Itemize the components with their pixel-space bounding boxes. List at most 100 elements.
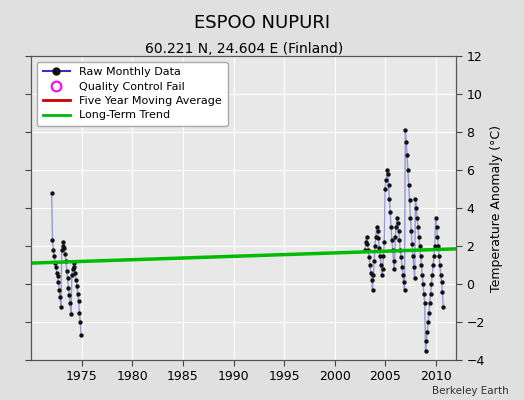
Point: [58, 243, 67, 249]
Point: [64, 285, 73, 291]
Point: [411, 195, 420, 202]
Point: [412, 205, 420, 211]
Point: [361, 246, 369, 253]
Point: [414, 224, 422, 230]
Point: [378, 266, 387, 272]
Point: [408, 241, 416, 247]
Point: [389, 258, 398, 264]
Point: [397, 254, 406, 261]
Point: [402, 138, 410, 145]
Point: [419, 281, 427, 287]
Point: [394, 220, 402, 226]
Point: [425, 300, 434, 306]
Point: [55, 286, 63, 293]
Point: [377, 262, 385, 268]
Point: [384, 170, 392, 177]
Point: [399, 279, 408, 285]
Point: [432, 224, 441, 230]
Point: [438, 288, 446, 295]
Point: [395, 228, 403, 234]
Point: [374, 228, 382, 234]
Point: [414, 233, 423, 240]
Point: [401, 127, 410, 133]
Point: [365, 254, 373, 261]
Point: [369, 271, 377, 278]
Point: [375, 245, 384, 251]
Point: [373, 224, 381, 230]
Point: [70, 264, 79, 270]
Point: [48, 237, 57, 244]
Point: [67, 311, 75, 318]
Point: [430, 252, 438, 259]
Text: Berkeley Earth: Berkeley Earth: [432, 386, 508, 396]
Point: [431, 214, 440, 221]
Point: [366, 262, 374, 268]
Point: [383, 167, 391, 173]
Point: [54, 279, 62, 285]
Point: [391, 233, 399, 240]
Point: [376, 252, 384, 259]
Point: [363, 233, 371, 240]
Point: [364, 246, 373, 253]
Point: [379, 252, 388, 259]
Point: [403, 152, 411, 158]
Point: [422, 338, 431, 344]
Point: [69, 260, 78, 266]
Point: [58, 246, 66, 253]
Point: [57, 304, 65, 310]
Point: [427, 281, 435, 287]
Point: [59, 239, 68, 245]
Point: [410, 275, 419, 282]
Point: [75, 309, 84, 316]
Point: [62, 258, 70, 264]
Point: [396, 246, 405, 253]
Point: [380, 239, 388, 245]
Point: [72, 277, 80, 283]
Point: [400, 286, 409, 293]
Point: [416, 243, 424, 249]
Point: [73, 283, 81, 289]
Point: [416, 252, 424, 259]
Point: [50, 252, 58, 259]
Point: [425, 309, 433, 316]
Point: [385, 195, 394, 202]
Point: [393, 214, 401, 221]
Point: [367, 270, 375, 276]
Point: [435, 262, 444, 268]
Point: [388, 246, 397, 253]
Point: [49, 246, 58, 253]
Point: [405, 182, 413, 188]
Point: [52, 270, 61, 276]
Point: [390, 266, 399, 272]
Point: [381, 186, 389, 192]
Point: [436, 271, 445, 278]
Text: ESPOO NUPURI: ESPOO NUPURI: [194, 14, 330, 32]
Point: [60, 245, 69, 251]
Point: [435, 252, 443, 259]
Point: [399, 271, 407, 278]
Point: [69, 266, 77, 272]
Point: [371, 243, 379, 249]
Title: 60.221 N, 24.604 E (Finland): 60.221 N, 24.604 E (Finland): [145, 42, 343, 56]
Point: [71, 270, 80, 276]
Point: [61, 250, 69, 257]
Point: [403, 167, 412, 173]
Point: [74, 298, 83, 304]
Point: [398, 264, 406, 270]
Point: [409, 252, 417, 259]
Point: [378, 271, 386, 278]
Point: [51, 260, 59, 266]
Point: [384, 182, 392, 188]
Point: [410, 264, 418, 270]
Point: [362, 239, 370, 245]
Point: [48, 190, 56, 196]
Point: [73, 290, 82, 297]
Point: [363, 241, 372, 247]
Point: [77, 332, 85, 338]
Point: [421, 347, 430, 354]
Point: [53, 273, 62, 280]
Point: [423, 328, 431, 335]
Point: [62, 268, 71, 274]
Point: [406, 214, 414, 221]
Point: [367, 277, 376, 283]
